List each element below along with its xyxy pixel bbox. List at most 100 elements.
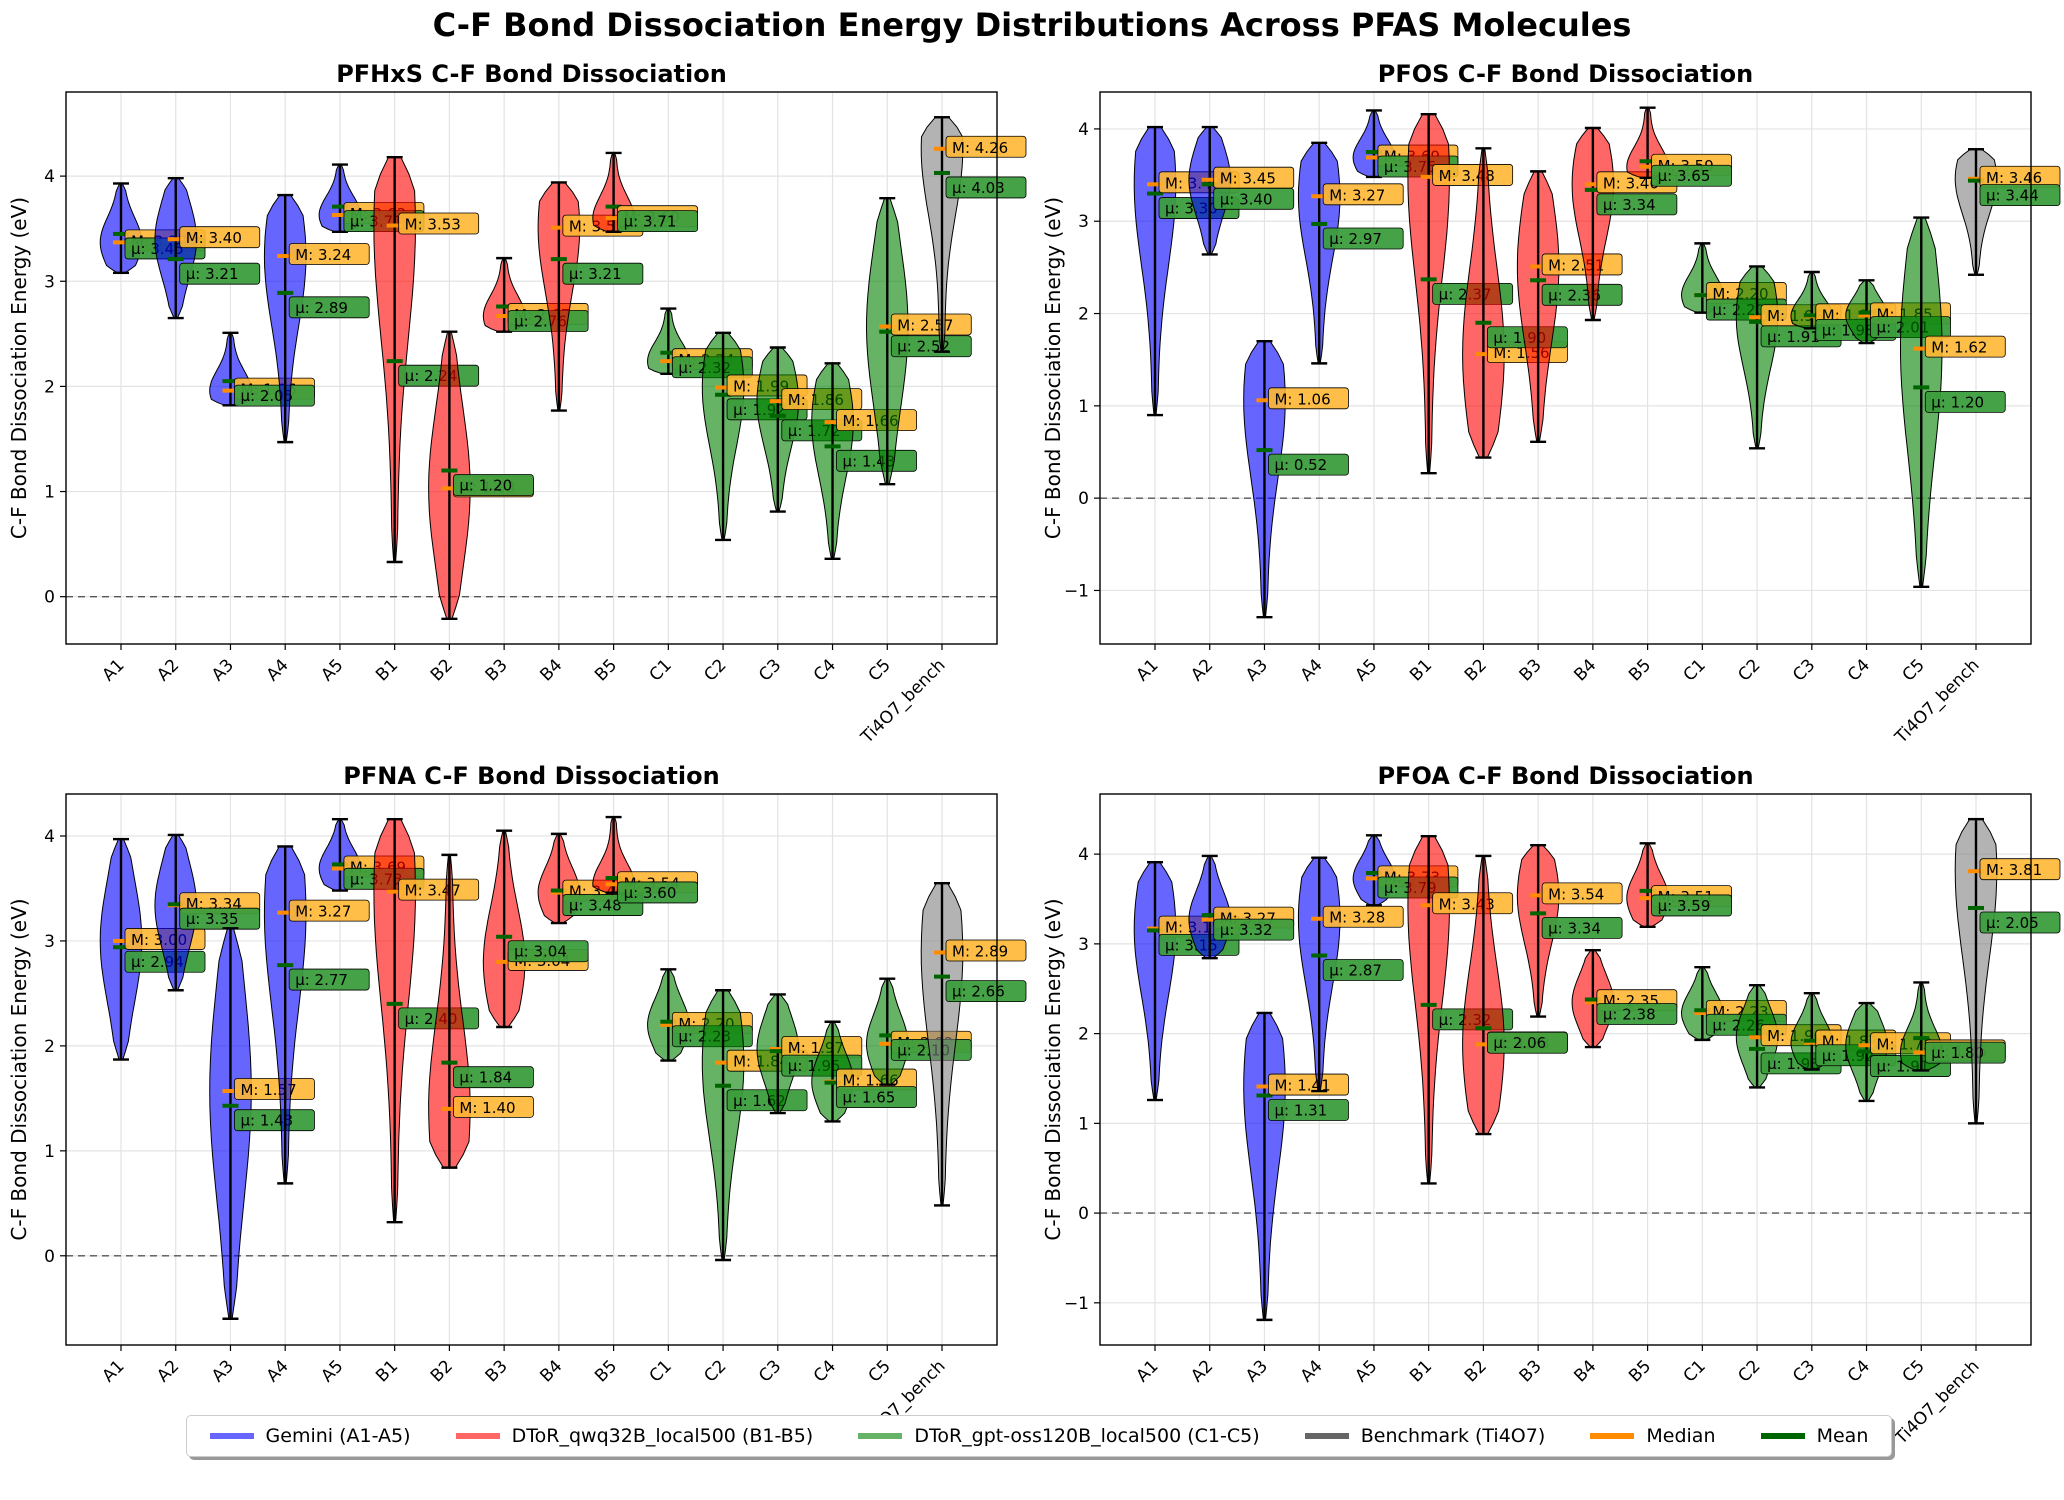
mean-label-box-B3 xyxy=(1541,283,1623,306)
y-tick-label: 2 xyxy=(44,1037,55,1057)
median-label-box-A3 xyxy=(1268,1073,1349,1096)
mean-label-box-B4 xyxy=(1596,193,1678,216)
median-label-B1: M: 3.53 xyxy=(405,216,461,234)
x-tick-label-A2: A2 xyxy=(153,655,183,685)
y-tick-label: 1 xyxy=(1078,1114,1089,1134)
median-label-box-C5 xyxy=(890,313,972,336)
y-tick-label: 0 xyxy=(1078,1204,1089,1224)
x-tick-label-A4: A4 xyxy=(1297,655,1327,685)
median-label-box-A3 xyxy=(234,1078,315,1100)
legend-label-bench: Benchmark (Ti4O7) xyxy=(1360,1425,1546,1447)
median-label-box-B2 xyxy=(452,1095,534,1118)
mean-label-Ti4O7_bench: μ: 4.03 xyxy=(952,179,1005,197)
x-tick-label-B1: B1 xyxy=(1406,655,1436,685)
mean-label-A2: μ: 3.21 xyxy=(186,265,239,283)
mean-label-B5: μ: 3.71 xyxy=(624,213,677,231)
legend-label-gpt: DToR_gpt-oss120B_local500 (C1-C5) xyxy=(914,1425,1260,1447)
mean-label-box-C5 xyxy=(1924,390,2006,413)
x-tick-label-A4: A4 xyxy=(263,1356,293,1386)
y-tick-label: 2 xyxy=(1078,1025,1089,1045)
mean-label-box-B4 xyxy=(562,262,644,285)
legend-swatch-qwq xyxy=(455,1433,500,1439)
x-tick-label-B2: B2 xyxy=(427,655,457,685)
mean-label-B2: μ: 2.06 xyxy=(1493,1034,1546,1052)
median-label-C5: M: 1.62 xyxy=(1931,339,1987,357)
legend-label-mean: Mean xyxy=(1816,1425,1869,1447)
mean-label-B2: μ: 1.20 xyxy=(459,477,512,495)
x-tick-label-C4: C4 xyxy=(1844,655,1874,685)
x-tick-label-B5: B5 xyxy=(591,655,621,685)
mean-label-box-Ti4O7_bench xyxy=(1979,184,2061,207)
mean-label-box-Ti4O7_bench xyxy=(1979,911,2061,934)
mean-label-B5: μ: 3.65 xyxy=(1658,167,1711,185)
axes-frame xyxy=(65,793,998,1346)
y-tick-label: 4 xyxy=(44,827,55,847)
mean-label-box-Ti4O7_bench xyxy=(945,176,1027,199)
median-label-box-Ti4O7_bench xyxy=(945,135,1027,158)
x-tick-label-B1: B1 xyxy=(372,1356,402,1386)
median-label-box-A3 xyxy=(1268,387,1349,410)
mean-label-A4: μ: 2.87 xyxy=(1329,962,1382,980)
mean-label-B3: μ: 3.34 xyxy=(1548,919,1601,937)
mean-label-C5: μ: 1.20 xyxy=(1931,393,1984,411)
mean-label-A4: μ: 2.89 xyxy=(295,299,348,317)
median-label-A2: M: 3.45 xyxy=(1220,170,1276,188)
y-tick-label: 3 xyxy=(44,272,55,292)
median-label-box-A4 xyxy=(1322,905,1404,928)
mean-label-Ti4O7_bench: μ: 3.44 xyxy=(1986,187,2039,205)
legend-label-qwq: DToR_qwq32B_local500 (B1-B5) xyxy=(511,1425,814,1447)
median-label-box-B1 xyxy=(398,878,480,901)
legend-item-median: Median xyxy=(1590,1425,1715,1447)
x-tick-label-B4: B4 xyxy=(1570,1356,1600,1386)
x-tick-label-A5: A5 xyxy=(1351,1356,1381,1386)
x-tick-label-A5: A5 xyxy=(1351,655,1381,685)
x-tick-label-A5: A5 xyxy=(317,655,347,685)
mean-label-A3: μ: 0.52 xyxy=(1274,456,1327,474)
mean-label-Ti4O7_bench: μ: 2.66 xyxy=(952,983,1005,1001)
mean-label-B4: μ: 3.48 xyxy=(569,897,622,915)
panel-title: PFNA C-F Bond Dissociation xyxy=(343,762,719,790)
x-tick-label-A3: A3 xyxy=(1242,655,1272,685)
median-label-A3: M: 1.06 xyxy=(1274,390,1330,408)
mean-label-B3: μ: 3.04 xyxy=(514,943,567,961)
x-tick-label-A4: A4 xyxy=(1297,1356,1327,1386)
median-label-Ti4O7_bench: M: 3.81 xyxy=(1986,861,2042,879)
mean-label-box-B2 xyxy=(1487,1031,1568,1054)
x-tick-label-B2: B2 xyxy=(427,1356,457,1386)
panel-title: PFHxS C-F Bond Dissociation xyxy=(336,60,727,88)
x-tick-label-C1: C1 xyxy=(646,1356,676,1386)
y-tick-label: 2 xyxy=(44,377,55,397)
x-tick-label-A1: A1 xyxy=(1133,655,1163,685)
x-tick-label-C5: C5 xyxy=(1899,1356,1929,1386)
x-tick-label-B4: B4 xyxy=(536,655,566,685)
legend-swatch-gpt xyxy=(858,1433,903,1439)
x-tick-label-C3: C3 xyxy=(755,1356,785,1386)
median-label-box-Ti4O7_bench xyxy=(945,939,1027,962)
mean-label-box-A3 xyxy=(1268,453,1349,476)
mean-label-box-A4 xyxy=(288,968,370,991)
mean-label-B2: μ: 1.84 xyxy=(459,1069,512,1087)
median-label-A4: M: 3.28 xyxy=(1329,909,1385,927)
median-label-Ti4O7_bench: M: 2.89 xyxy=(952,942,1008,960)
x-tick-label-B3: B3 xyxy=(482,1356,512,1386)
y-tick-label: 0 xyxy=(44,588,55,608)
mean-label-B4: μ: 3.21 xyxy=(569,265,622,283)
y-tick-label: 3 xyxy=(44,932,55,952)
x-tick-label-A1: A1 xyxy=(99,1356,129,1386)
mean-label-box-B5 xyxy=(1651,894,1732,917)
y-tick-label: 4 xyxy=(1078,845,1089,865)
legend: Gemini (A1-A5) DToR_qwq32B_local500 (B1-… xyxy=(186,1415,1892,1457)
x-tick-label-B5: B5 xyxy=(591,1356,621,1386)
median-label-box-Ti4O7_bench xyxy=(1979,858,2061,881)
median-label-box-B1 xyxy=(1432,892,1514,915)
x-tick-label-A3: A3 xyxy=(208,1356,238,1386)
x-tick-label-B5: B5 xyxy=(1625,1356,1655,1386)
x-tick-label-C5: C5 xyxy=(865,655,895,685)
y-axis-label: C-F Bond Dissociation Energy (eV) xyxy=(1041,898,1065,1240)
mean-label-box-B2 xyxy=(452,474,534,496)
median-label-box-B3 xyxy=(1541,882,1623,905)
x-tick-label-C2: C2 xyxy=(1734,1356,1764,1386)
median-label-B3: M: 3.54 xyxy=(1548,885,1604,903)
